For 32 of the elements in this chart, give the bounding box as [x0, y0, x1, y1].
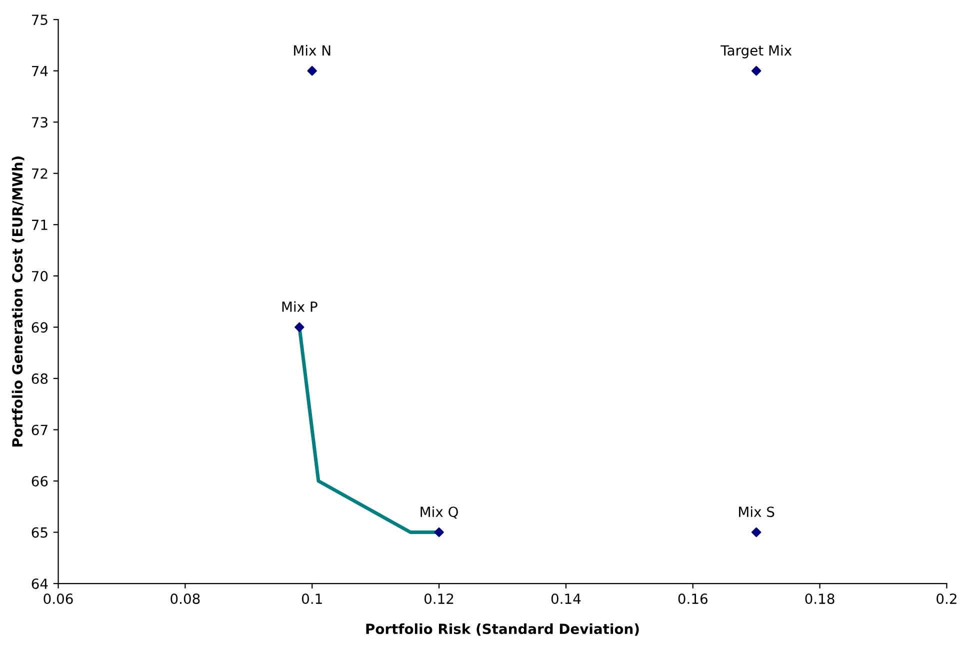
- y-tick-label: 68: [32, 373, 48, 384]
- y-tick-label: 65: [32, 527, 48, 538]
- x-tick-label: 0.2: [936, 594, 956, 604]
- y-tick-label: 74: [32, 66, 48, 76]
- annotation: Mix N: [294, 44, 330, 56]
- y-tick-label: 67: [32, 424, 48, 436]
- y-tick-label: 71: [32, 220, 48, 230]
- y-axis-title: Portfolio Generation Cost (EUR/MWh): [12, 156, 24, 446]
- x-tick-label: 0.12: [424, 594, 454, 604]
- point: [307, 66, 317, 76]
- y-tick-label: 64: [32, 578, 48, 590]
- x-tick-label: 0.06: [44, 594, 73, 604]
- x-tick-label: 0.1: [302, 594, 322, 604]
- x-tick-label: 0.18: [805, 594, 834, 604]
- y-tick-label: 70: [32, 270, 48, 282]
- annotation: Mix S: [739, 506, 774, 518]
- x-tick-label: 0.16: [678, 594, 708, 604]
- point: [751, 66, 762, 76]
- y-tick-label: 66: [32, 476, 48, 486]
- x-axis-title: Portfolio Risk (Standard Deviation): [366, 623, 639, 636]
- y-tick-label: 73: [32, 117, 48, 128]
- annotation: Target Mix: [720, 44, 792, 58]
- y-tick-label: 75: [32, 14, 48, 26]
- point: [751, 527, 762, 538]
- annotation: Mix P: [282, 301, 318, 312]
- y-tick-label: 69: [32, 322, 48, 333]
- point: [434, 527, 444, 538]
- y-tick-label: 72: [32, 168, 48, 179]
- x-tick-label: 0.08: [170, 594, 200, 604]
- point: [294, 322, 304, 332]
- x-tick-label: 0.14: [551, 594, 581, 604]
- annotation: Mix Q: [420, 506, 458, 519]
